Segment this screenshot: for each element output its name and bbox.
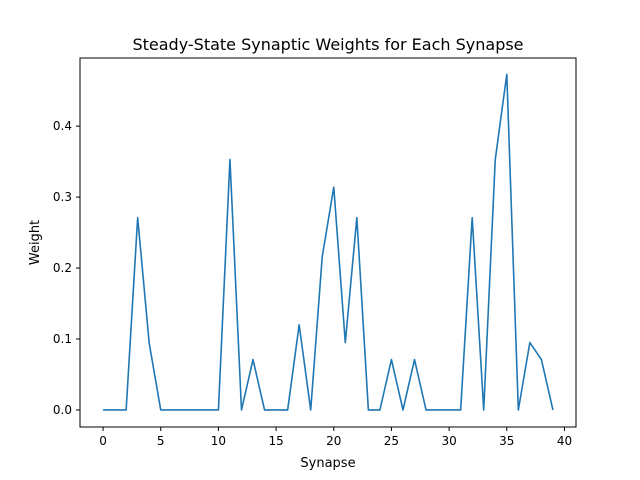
x-axis: 0 5 10 15 20 25 30 35 40 bbox=[99, 427, 572, 448]
x-tick-label: 15 bbox=[268, 434, 283, 448]
y-axis: 0.0 0.1 0.2 0.3 0.4 bbox=[53, 119, 80, 417]
axes-frame bbox=[79, 57, 577, 428]
y-tick-label: 0.3 bbox=[53, 190, 72, 204]
x-tick-label: 25 bbox=[384, 434, 399, 448]
y-tick-label: 0.0 bbox=[53, 403, 72, 417]
y-axis-label: Weight bbox=[28, 220, 43, 265]
x-tick-label: 40 bbox=[557, 434, 572, 448]
series-line-0 bbox=[103, 73, 554, 411]
x-tick-label: 30 bbox=[441, 434, 456, 448]
chart-title: Steady-State Synaptic Weights for Each S… bbox=[132, 35, 523, 54]
x-tick-label: 5 bbox=[157, 434, 165, 448]
x-tick-label: 35 bbox=[499, 434, 514, 448]
y-tick-label: 0.2 bbox=[53, 261, 72, 275]
plot-area bbox=[103, 73, 554, 411]
x-tick-label: 20 bbox=[326, 434, 341, 448]
y-tick-label: 0.4 bbox=[53, 119, 72, 133]
x-tick-label: 10 bbox=[211, 434, 226, 448]
x-axis-label: Synapse bbox=[300, 456, 355, 471]
y-tick-label: 0.1 bbox=[53, 332, 72, 346]
x-tick-label: 0 bbox=[99, 434, 107, 448]
